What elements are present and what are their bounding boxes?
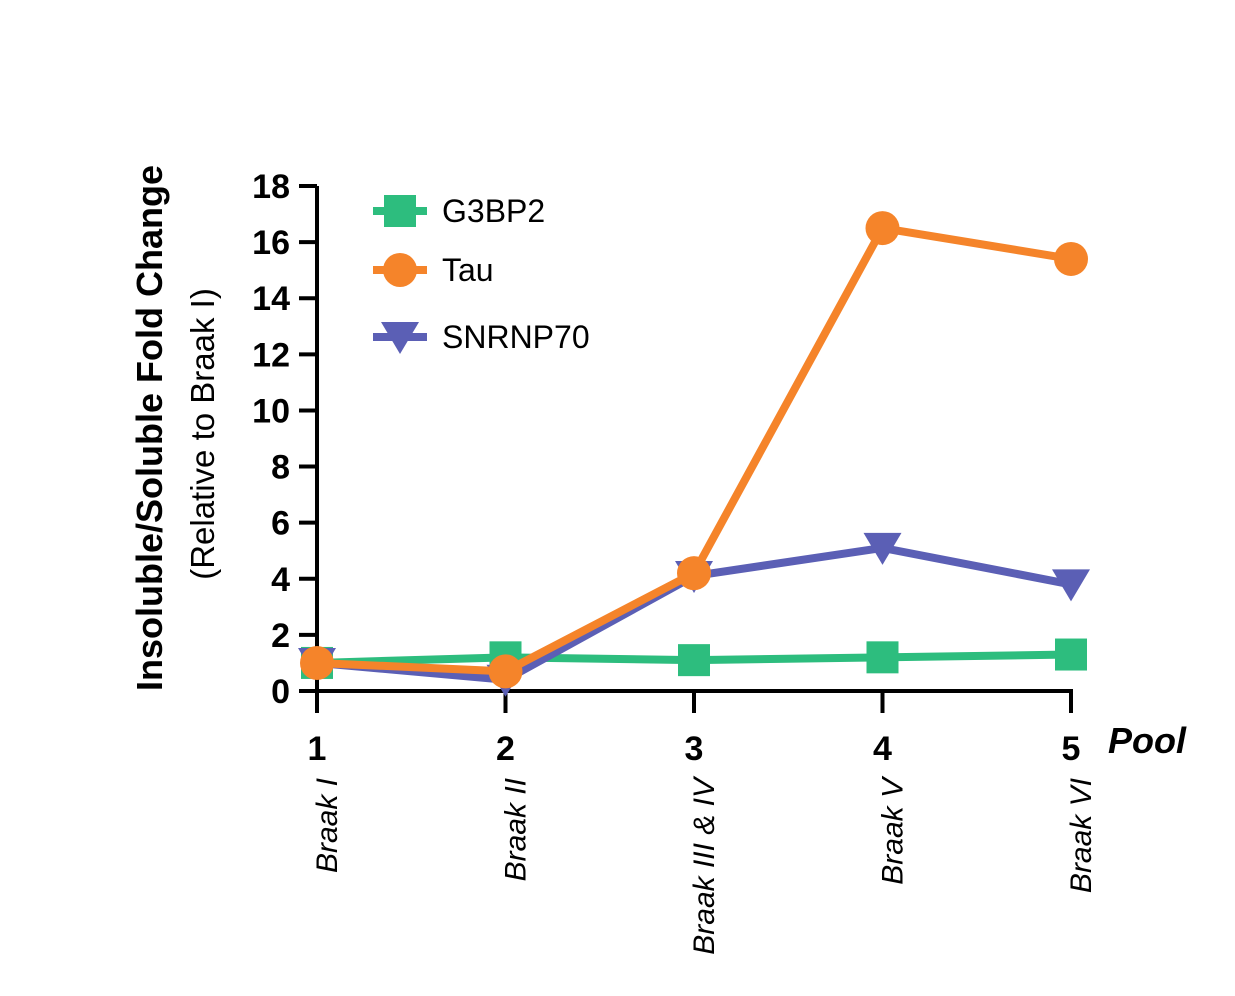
data-point-g3bp2 — [678, 644, 710, 677]
y-tick-label: 8 — [271, 449, 290, 487]
y-tick-label: 4 — [271, 561, 290, 599]
series-line-tau — [313, 224, 1075, 676]
legend-marker-g3bp2 — [384, 195, 416, 227]
legend-item-tau: Tau — [373, 252, 494, 288]
y-tick-label: 6 — [271, 505, 290, 543]
y-axis-subtitle: (Relative to Braak I) — [184, 288, 221, 580]
data-point-g3bp2 — [866, 641, 899, 674]
x-tick-label: 4 — [873, 730, 892, 768]
legend: G3BP2 Tau SNRNP70 — [373, 193, 590, 355]
data-point-tau — [300, 645, 334, 680]
y-tick-label: 14 — [252, 280, 290, 318]
y-tick-label: 12 — [252, 336, 290, 374]
axes — [315, 186, 1073, 693]
x-axis-title: Pool — [1108, 720, 1187, 761]
legend-label: G3BP2 — [442, 193, 545, 229]
stage-label: Braak II — [500, 778, 533, 881]
legend-item-snrnp70: SNRNP70 — [373, 319, 590, 355]
data-point-tau — [865, 211, 900, 246]
data-point-snrnp70 — [1052, 569, 1090, 602]
legend-marker-snrnp70 — [381, 322, 419, 354]
stage-label: Braak III & IV — [688, 775, 721, 955]
y-tick-label: 18 — [252, 168, 290, 206]
legend-item-g3bp2: G3BP2 — [373, 193, 545, 229]
x-tick-label: 3 — [685, 730, 704, 768]
data-point-tau — [677, 556, 711, 591]
data-point-tau — [488, 654, 523, 689]
data-point-g3bp2 — [1055, 638, 1087, 671]
y-ticks: 0 2 4 6 8 10 12 14 16 18 — [252, 168, 317, 711]
data-point-snrnp70 — [863, 532, 902, 565]
stage-label: Braak VI — [1065, 778, 1098, 893]
y-axis-title: Insoluble/Soluble Fold Change — [129, 165, 170, 691]
y-tick-label: 16 — [252, 224, 290, 262]
series-tau — [300, 211, 1088, 689]
x-tick-label: 2 — [496, 730, 515, 768]
legend-label: Tau — [442, 252, 494, 288]
legend-label: SNRNP70 — [442, 319, 590, 355]
x-tick-label: 5 — [1062, 730, 1081, 768]
y-tick-label: 10 — [252, 392, 290, 430]
data-point-tau — [1054, 241, 1088, 276]
legend-marker-tau — [383, 253, 417, 287]
series — [298, 211, 1090, 697]
y-tick-label: 2 — [271, 617, 290, 655]
y-tick-label: 0 — [271, 673, 290, 711]
x-ticks: 1 Braak I 2 Braak II 3 Braak III & IV 4 Braak V… — [308, 691, 1098, 955]
stage-label: Braak V — [877, 775, 910, 885]
stage-label: Braak I — [311, 778, 344, 873]
x-tick-label: 1 — [308, 730, 327, 768]
